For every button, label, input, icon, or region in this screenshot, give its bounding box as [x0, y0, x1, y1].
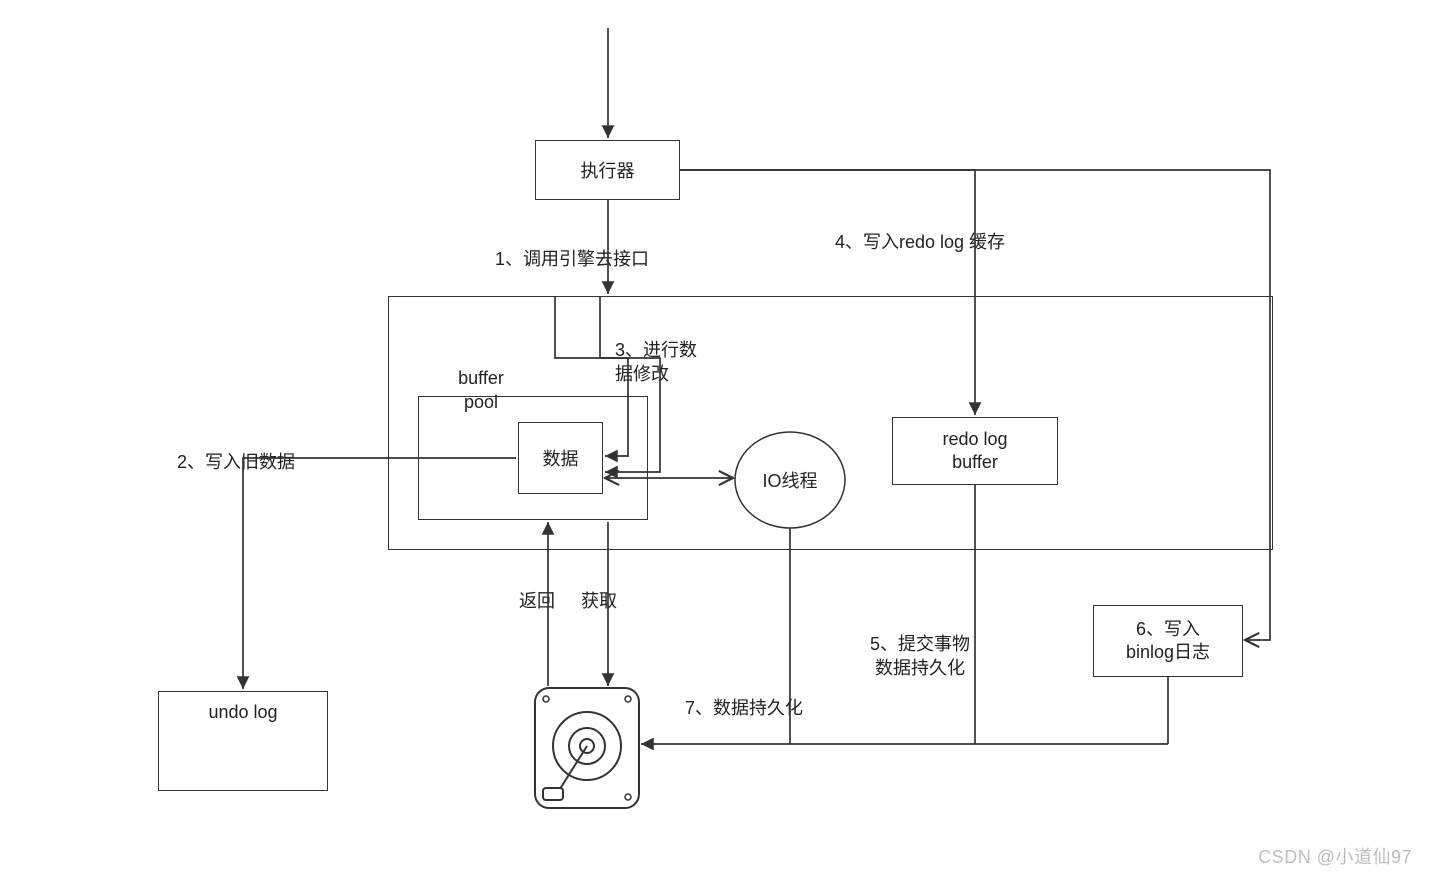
undo-log-label: undo log	[208, 702, 277, 723]
binlog-label: 6、写入 binlog日志	[1126, 618, 1210, 665]
executor-label: 执行器	[581, 157, 635, 183]
step2-label: 2、写入旧数据	[177, 448, 295, 474]
buffer-pool-label: buffer pool	[446, 366, 516, 415]
redo-log-buffer-l2: buffer	[952, 452, 998, 472]
step5-label: 5、提交事物 数据持久化	[870, 632, 970, 681]
buffer-pool-label-l1: buffer	[458, 368, 504, 388]
redo-log-buffer-label: redo log buffer	[942, 428, 1007, 475]
step3-label: 3、进行数 据修改	[615, 338, 697, 387]
step5-l1: 5、提交事物	[870, 634, 970, 654]
return-label: 返回	[519, 587, 555, 613]
disk-icon	[535, 688, 639, 808]
buffer-pool-label-l2: pool	[464, 392, 498, 412]
binlog-l1: 6、写入	[1136, 619, 1200, 639]
step4-label: 4、写入redo log 缓存	[835, 228, 1005, 254]
step5-l2: 数据持久化	[875, 658, 965, 678]
undo-log-node: undo log	[158, 691, 328, 791]
redo-log-buffer-l1: redo log	[942, 429, 1007, 449]
get-label: 获取	[581, 587, 617, 613]
executor-node: 执行器	[535, 140, 680, 200]
data-node: 数据	[518, 422, 603, 494]
redo-log-buffer-node: redo log buffer	[892, 417, 1058, 485]
step7-label: 7、数据持久化	[685, 694, 803, 720]
watermark: CSDN @小道仙97	[1258, 843, 1412, 869]
step1-label: 1、调用引擎去接口	[495, 245, 649, 271]
data-label: 数据	[543, 445, 579, 471]
binlog-node: 6、写入 binlog日志	[1093, 605, 1243, 677]
step3-l1: 3、进行数	[615, 340, 697, 360]
binlog-l2: binlog日志	[1126, 642, 1210, 662]
step3-l2: 据修改	[615, 364, 669, 384]
